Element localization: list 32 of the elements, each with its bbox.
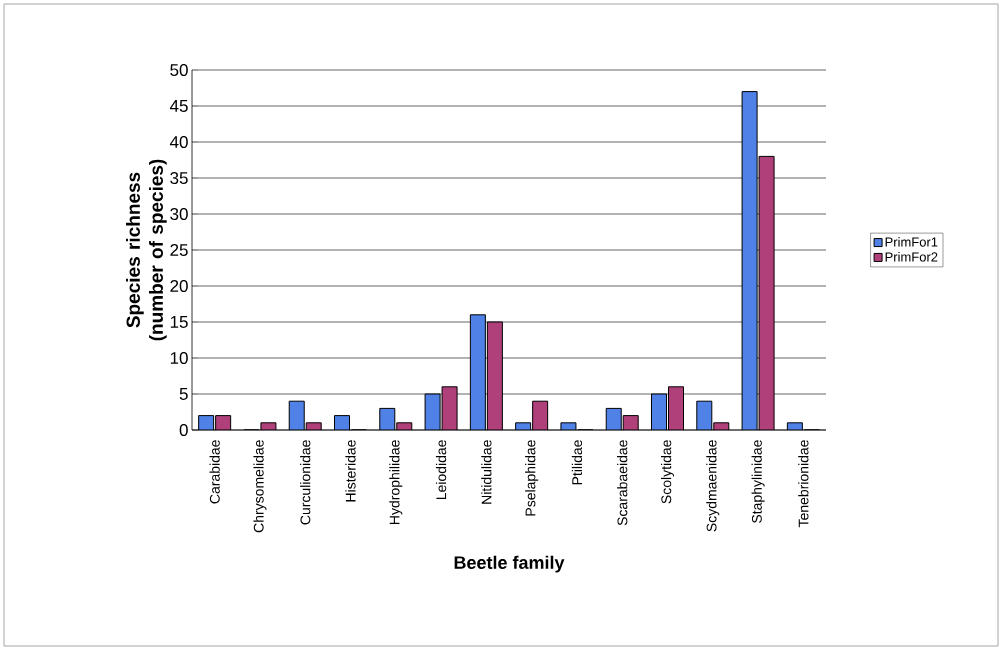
x-tick-label: Carabidae	[209, 440, 220, 504]
x-tick-label: Leiodidae	[435, 440, 447, 500]
x-tick-label: Staphylinidae	[751, 440, 765, 523]
bar	[470, 314, 486, 430]
y-axis-title: Species richness (number of species)	[126, 159, 167, 341]
y-tick-label: 50	[170, 63, 188, 77]
x-tick-label: Scarabaeidae	[617, 440, 628, 526]
x-tick-label: Scydmaenidae	[706, 440, 720, 532]
y-tick-label: 30	[170, 207, 188, 221]
y-tick-label: 25	[170, 243, 188, 257]
legend-label: PrimFor2	[885, 251, 938, 262]
x-tick-label: Scolytidae	[660, 440, 675, 504]
y-tick-label: 0	[179, 423, 188, 437]
y-tick-label: 20	[170, 279, 188, 293]
x-tick-label: Chrysomelidae	[253, 440, 267, 533]
x-tick-label: Tenebrionidae	[798, 440, 809, 528]
y-tick-label: 15	[170, 316, 188, 328]
y-tick-label: 35	[170, 171, 188, 185]
x-tick-label: Curculionidae	[300, 440, 311, 525]
y-tick-label: 45	[169, 100, 188, 112]
x-tick-label: Histeridae	[345, 440, 356, 502]
x-tick-label: Ptilidae	[571, 440, 583, 485]
x-tick-label: Pselaphidae	[525, 440, 539, 516]
y-tick-label: 40	[169, 135, 188, 149]
legend-label: PrimFor1	[885, 237, 938, 247]
bar	[487, 322, 503, 430]
x-axis-title: Beetle family	[454, 555, 565, 573]
bar	[668, 386, 684, 430]
x-tick-label: Hydrophilidae	[389, 440, 403, 524]
x-tick-label: Nitidulidae	[481, 440, 492, 504]
y-tick-label: 5	[179, 388, 188, 400]
y-tick-label: 10	[170, 351, 188, 365]
